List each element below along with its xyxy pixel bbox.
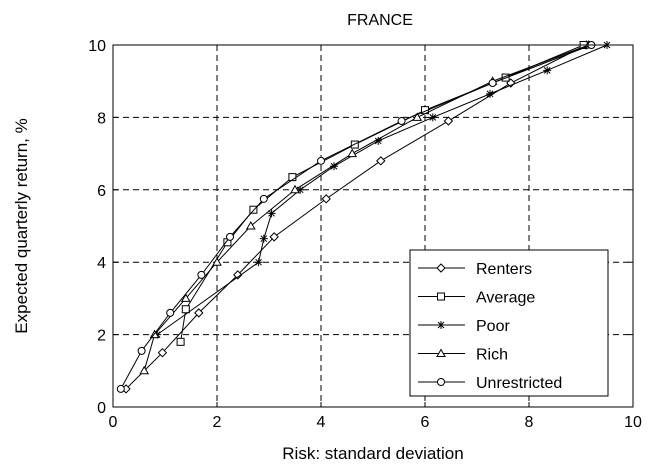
data-point-renters-7	[444, 117, 452, 125]
data-point-average-0	[177, 338, 184, 345]
y-tick-label-3: 6	[97, 183, 106, 200]
data-point-unrestricted-7	[398, 118, 405, 125]
data-point-unrestricted-1	[138, 347, 145, 354]
data-point-unrestricted-8	[489, 80, 496, 87]
legend-label-unrestricted: Unrestricted	[476, 375, 562, 392]
chart-title: FRANCE	[347, 12, 413, 29]
y-tick-label-0: 0	[97, 400, 106, 417]
data-point-unrestricted-4	[227, 233, 234, 240]
data-point-rich-4	[247, 222, 255, 229]
data-point-renters-5	[322, 195, 330, 203]
x-tick-label-3: 6	[421, 414, 430, 431]
y-tick-label-5: 10	[88, 38, 106, 55]
data-point-unrestricted-2	[167, 309, 174, 316]
data-point-unrestricted-6	[318, 157, 325, 164]
legend-label-renters: Renters	[476, 261, 532, 278]
y-tick-label-2: 4	[97, 255, 106, 272]
x-tick-label-5: 10	[624, 414, 642, 431]
y-tick-label-4: 8	[97, 110, 106, 127]
data-point-unrestricted-0	[117, 385, 124, 392]
x-tick-label-1: 2	[213, 414, 222, 431]
legend-label-rich: Rich	[476, 347, 508, 364]
data-point-rich-6	[348, 150, 356, 157]
legend: Renters Average Poor Rich Unrestricted	[410, 250, 608, 396]
x-axis-label: Risk: standard deviation	[282, 444, 463, 463]
data-point-poor-2	[260, 235, 268, 243]
y-axis-label: Expected quarterly return, %	[12, 118, 31, 333]
data-point-unrestricted-3	[198, 271, 205, 278]
x-tick-label-0: 0	[109, 414, 118, 431]
x-tick-label-4: 8	[525, 414, 534, 431]
data-point-poor-8	[486, 90, 494, 98]
data-point-poor-7	[429, 113, 437, 121]
data-point-poor-1	[255, 258, 263, 266]
data-point-renters-6	[377, 157, 385, 165]
data-point-poor-9	[543, 66, 551, 74]
y-tick-label-1: 2	[97, 328, 106, 345]
x-tick-label-2: 4	[317, 414, 326, 431]
legend-label-poor: Poor	[476, 318, 510, 335]
legend-label-average: Average	[476, 290, 535, 307]
legend-marker-average	[438, 293, 445, 300]
data-point-unrestricted-5	[260, 195, 267, 202]
data-point-poor-3	[268, 209, 276, 217]
legend-marker-poor	[437, 321, 445, 329]
legend-marker-unrestricted	[438, 379, 445, 386]
data-point-average-1	[182, 306, 189, 313]
